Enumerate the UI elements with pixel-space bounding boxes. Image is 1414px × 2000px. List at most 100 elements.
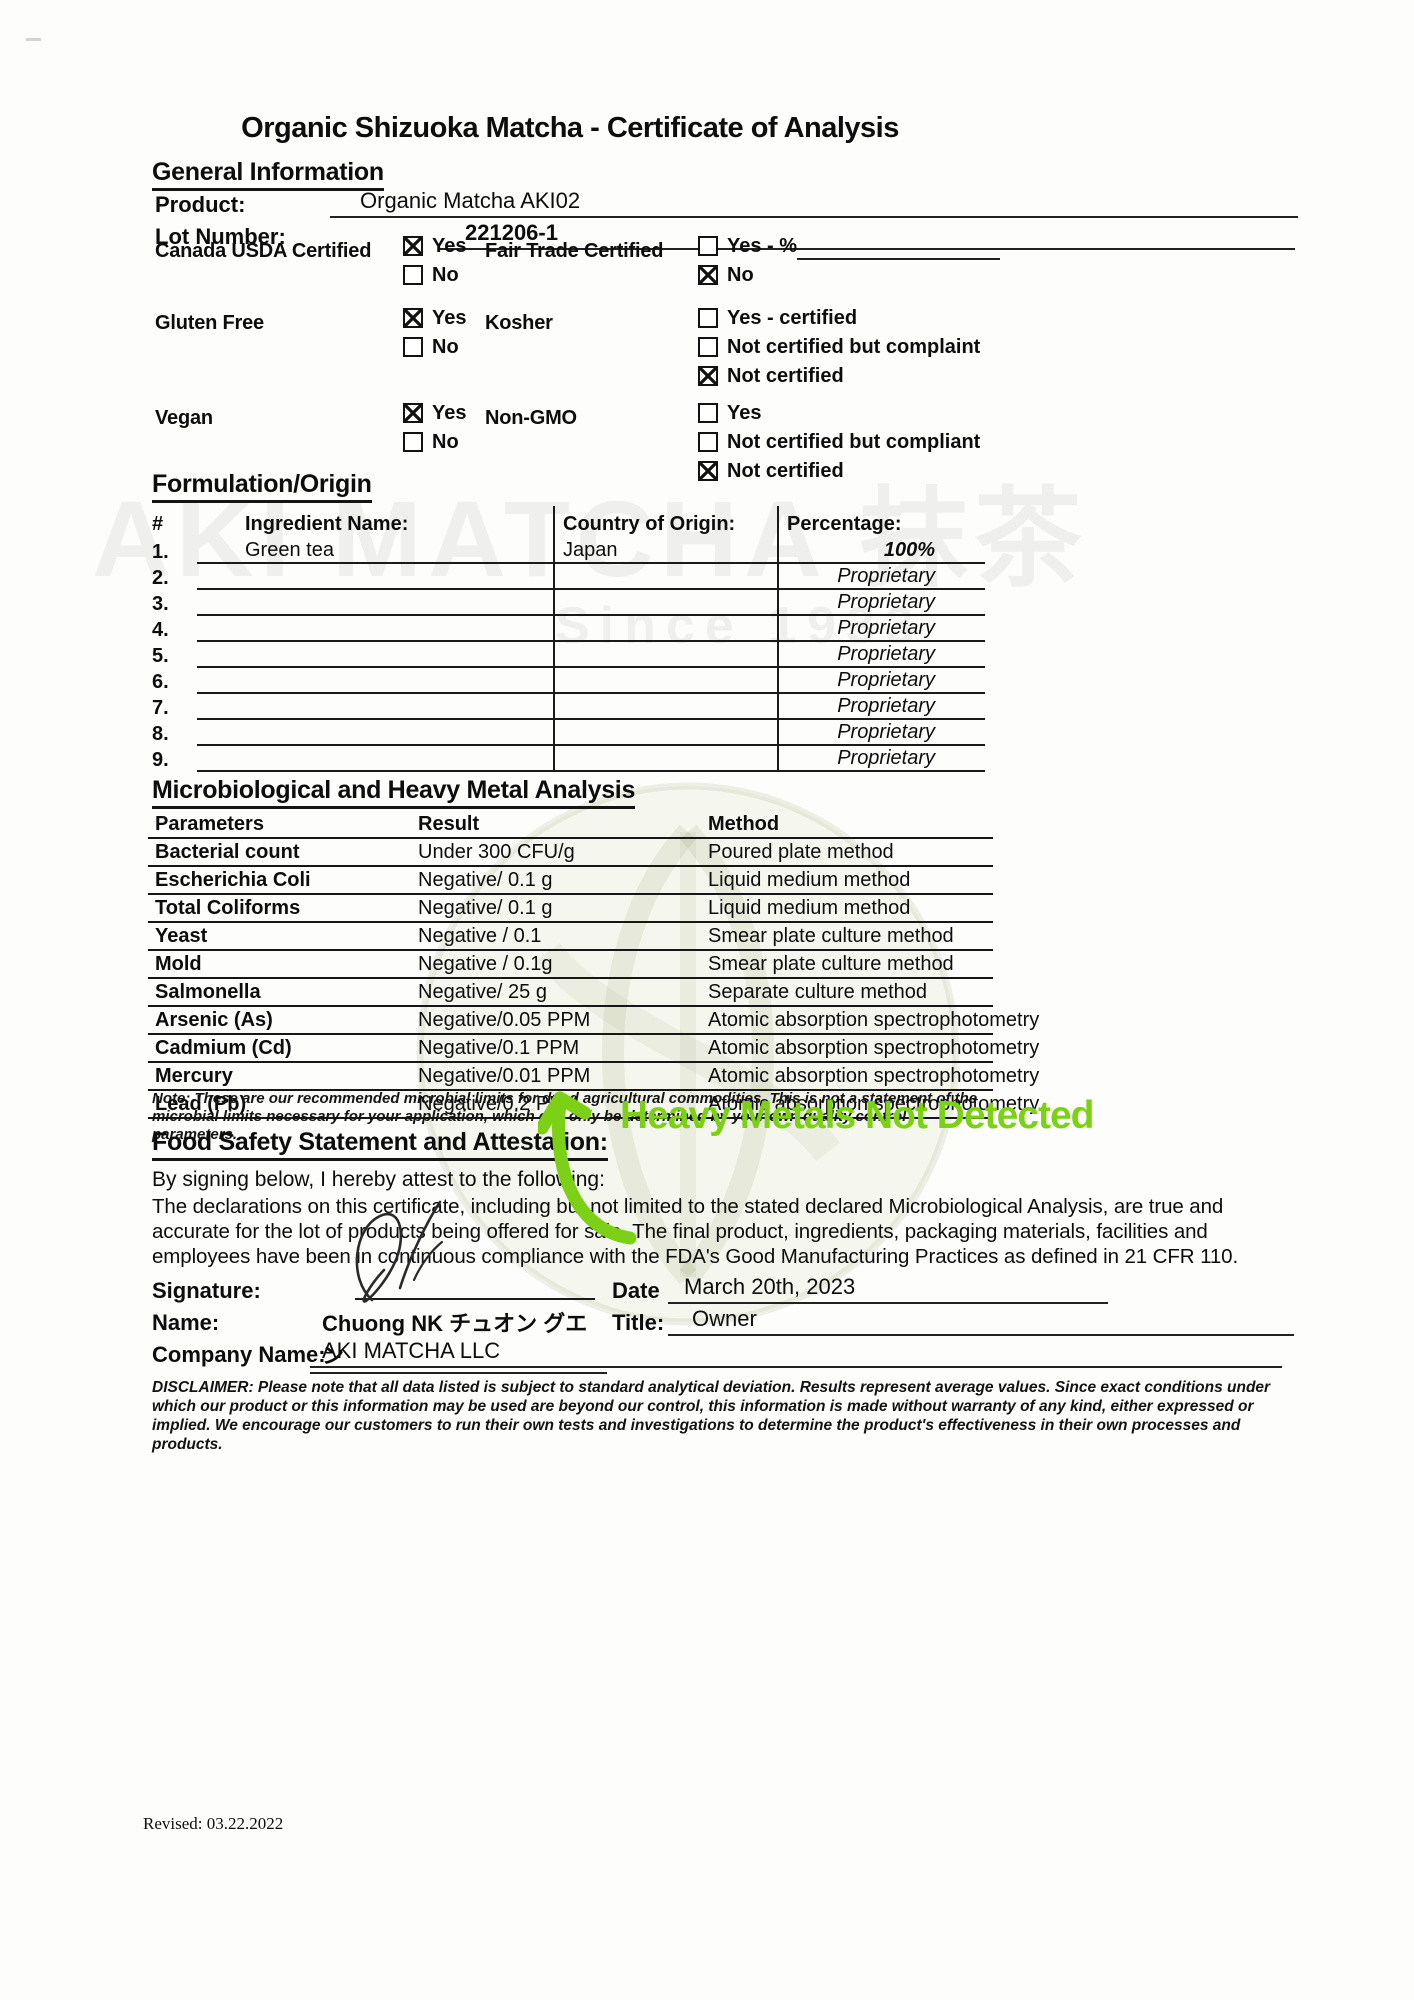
percent-fill-line[interactable]: [797, 240, 1000, 260]
option-no: No: [403, 335, 466, 359]
checkbox-non-gmo-not-certified-compliant[interactable]: [698, 432, 718, 452]
row-country: [553, 718, 777, 746]
checkbox-kosher-yes[interactable]: [698, 308, 718, 328]
signature-line[interactable]: [355, 1260, 595, 1300]
row-country: [553, 692, 777, 720]
checkbox-canada-usda-no[interactable]: [403, 265, 423, 285]
annotation-arrow-icon: [538, 1091, 637, 1245]
micro-row: Lead (Pb) Negative/0.2 PPM Atomic absorp…: [148, 1091, 1039, 1119]
option-yes: Yes: [698, 401, 980, 425]
formulation-row: 5. Proprietary: [152, 640, 985, 668]
section-heading-general-text: General Information: [152, 158, 384, 191]
col-header-ingredient: Ingredient Name:: [245, 513, 409, 535]
checkbox-gluten-free-yes[interactable]: [403, 308, 423, 328]
cell-method: Atomic absorption spectrophotometry: [708, 1037, 1040, 1059]
option-label: Yes: [432, 306, 467, 329]
col-header-parameters: Parameters: [155, 813, 264, 835]
company-name-value: AKI MATCHA LLC: [310, 1338, 1282, 1368]
row-num: 8.: [152, 723, 169, 745]
section-heading-formulation: Formulation/Origin: [152, 470, 372, 503]
micro-row: Salmonella Negative/ 25 g Separate cultu…: [148, 979, 993, 1007]
disclaimer-text: DISCLAIMER: Please note that all data li…: [152, 1379, 1271, 1453]
section-heading-micro: Microbiological and Heavy Metal Analysis: [152, 776, 635, 809]
company-name-label: Company Name:: [152, 1342, 326, 1367]
attestation-intro: By signing below, I hereby attest to the…: [152, 1168, 605, 1191]
checkbox-gluten-free-no[interactable]: [403, 337, 423, 357]
option-no: No: [403, 263, 466, 287]
row-country: [553, 666, 777, 694]
micro-row: Cadmium (Cd) Negative/0.1 PPM Atomic abs…: [148, 1035, 1040, 1063]
row-percentage: Proprietary: [777, 666, 985, 694]
checkbox-non-gmo-not-certified[interactable]: [698, 461, 718, 481]
since-watermark-text: Since 1933: [555, 597, 924, 655]
checkbox-kosher-not-certified-complaint[interactable]: [698, 337, 718, 357]
attestation-body: The declarations on this certificate, in…: [152, 1195, 1239, 1268]
row-num: 7.: [152, 697, 169, 719]
row-ingredient: [197, 770, 553, 772]
row-percentage: Proprietary: [777, 744, 985, 772]
cert-options-gluten-free: Yes No: [403, 306, 466, 359]
option-no: No: [698, 263, 797, 287]
row-num: 4.: [152, 619, 169, 641]
option-label: Not certified but compliant: [727, 430, 981, 453]
row-percentage: Proprietary: [777, 692, 985, 720]
scan-artifact: [26, 38, 41, 41]
option-not-certified-complaint: Not certified but complaint: [698, 335, 980, 359]
option-label: Not certified but complaint: [727, 335, 981, 358]
row-num: 5.: [152, 645, 169, 667]
cell-method: Liquid medium method: [708, 869, 911, 891]
section-heading-general: General Information: [152, 158, 384, 191]
date-value: March 20th, 2023: [668, 1274, 1108, 1304]
checkbox-vegan-yes[interactable]: [403, 403, 423, 423]
formulation-row: 4. Proprietary: [152, 614, 985, 642]
checkbox-fair-trade-no[interactable]: [698, 265, 718, 285]
checkbox-vegan-no[interactable]: [403, 432, 423, 452]
option-yes: Yes: [403, 306, 466, 330]
col-header-percentage: Percentage:: [777, 506, 985, 536]
formulation-header-row: # Ingredient Name: Country of Origin: Pe…: [152, 506, 985, 538]
checkbox-canada-usda-yes[interactable]: [403, 236, 423, 256]
cell-parameter: Cadmium (Cd): [155, 1037, 292, 1059]
option-not-certified: Not certified: [698, 459, 980, 483]
cell-result: Negative/0.01 PPM: [418, 1065, 591, 1087]
col-header-country: Country of Origin:: [553, 506, 777, 536]
formulation-row: 2. Proprietary: [152, 562, 985, 590]
micro-row: Escherichia Coli Negative/ 0.1 g Liquid …: [148, 867, 993, 895]
option-label: Yes: [432, 234, 467, 257]
row-ingredient: [197, 692, 553, 694]
row-ingredient: Green tea: [197, 539, 553, 564]
option-label: Yes - certified: [727, 306, 858, 329]
section-heading-micro-text: Microbiological and Heavy Metal Analysis: [152, 776, 635, 809]
page-title: Organic Shizuoka Matcha - Certificate of…: [241, 112, 899, 144]
row-country: [553, 562, 777, 590]
checkbox-non-gmo-yes[interactable]: [698, 403, 718, 423]
cell-method: Atomic absorption spectrophotometry: [708, 1009, 1040, 1031]
row-percentage: Proprietary: [777, 640, 985, 668]
cert-options-vegan: Yes No: [403, 401, 466, 454]
formulation-row: 9. Proprietary: [152, 744, 985, 772]
row-ingredient: [197, 614, 553, 616]
row-country: [553, 744, 777, 772]
cert-label-kosher: Kosher: [485, 312, 553, 334]
row-ingredient: [197, 588, 553, 590]
cell-result: Negative/ 0.1 g: [418, 869, 553, 891]
option-label: Yes - %: [727, 234, 798, 257]
cell-method: Atomic absorption spectrophotometry: [708, 1065, 1040, 1087]
cell-method: Smear plate culture method: [708, 953, 954, 975]
brand-watermark-text: AKI MATCHA 抹茶: [92, 478, 1088, 599]
title-label: Title:: [612, 1310, 665, 1335]
option-yes: Yes: [403, 234, 466, 258]
option-no: No: [403, 430, 466, 454]
cert-label-fair-trade: Fair Trade Certified: [485, 240, 664, 262]
row-percentage: Proprietary: [777, 588, 985, 616]
checkbox-fair-trade-yes[interactable]: [698, 236, 718, 256]
row-country: [553, 588, 777, 616]
cert-label-vegan: Vegan: [155, 407, 213, 429]
checkbox-kosher-not-certified[interactable]: [698, 366, 718, 386]
lot-number-value: 221206-1: [440, 220, 1295, 250]
option-not-certified-compliant: Not certified but compliant: [698, 430, 980, 454]
lot-number-label: Lot Number:: [155, 224, 286, 249]
section-heading-food-safety: Food Safety Statement and Attestation:: [152, 1128, 608, 1161]
row-num: 2.: [152, 567, 169, 589]
row-ingredient: [197, 744, 553, 746]
